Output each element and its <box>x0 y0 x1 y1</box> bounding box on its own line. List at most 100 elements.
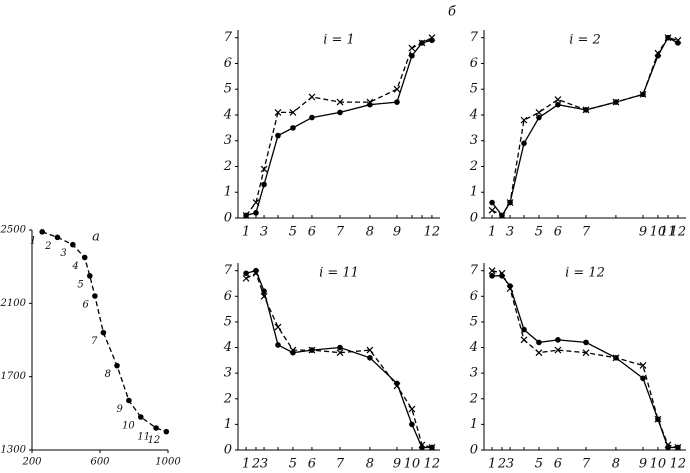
x-tick-label: 2 <box>497 457 506 472</box>
data-point <box>275 132 281 139</box>
y-tick-label: 5 <box>224 82 232 97</box>
point-label: 4 <box>71 261 78 272</box>
data-point <box>428 34 436 42</box>
data-point <box>498 269 506 277</box>
data-point <box>535 349 543 357</box>
y-tick-label: 1 <box>470 417 478 432</box>
x-tick-label: 5 <box>535 225 543 240</box>
y-tick-label: 0 <box>470 211 478 226</box>
x-tick-label: 600 <box>90 457 110 468</box>
y-tick-label: 3 <box>224 366 232 381</box>
data-point <box>488 206 496 214</box>
chart-title: i = 12 <box>565 266 605 281</box>
y-tick-label: 3 <box>470 366 478 381</box>
data-point <box>114 362 120 369</box>
y-tick-label: 1 <box>470 185 478 200</box>
data-point <box>612 354 620 362</box>
point-label: 2 <box>44 241 51 252</box>
y-tick-label: 6 <box>470 56 478 71</box>
series-line <box>245 269 432 449</box>
x-tick-label: 9 <box>393 225 401 240</box>
data-point <box>612 98 620 106</box>
y-tick-label: 4 <box>223 340 232 355</box>
data-point <box>535 108 543 116</box>
x-tick-label: 7 <box>582 225 591 240</box>
data-point <box>408 405 416 413</box>
x-tick-label: 8 <box>366 457 374 472</box>
point-label: 10 <box>122 421 135 432</box>
x-tick-label: 7 <box>336 225 345 240</box>
chart-title: i = 1 <box>323 33 355 48</box>
data-point <box>393 382 401 390</box>
data-point <box>393 85 401 93</box>
data-point <box>664 441 672 449</box>
data-point <box>252 199 260 206</box>
data-point <box>289 108 297 116</box>
x-tick-label: 6 <box>554 457 562 472</box>
data-point <box>163 428 170 435</box>
data-point <box>243 270 249 277</box>
x-tick-label: 10 <box>650 457 667 472</box>
data-point <box>336 98 344 106</box>
y-tick-label: 6 <box>470 289 478 304</box>
data-point <box>506 199 514 206</box>
data-point <box>39 229 45 235</box>
data-point <box>521 140 527 147</box>
point-label: 8 <box>105 369 111 380</box>
point-label: 1 <box>30 235 36 246</box>
data-point <box>337 109 343 116</box>
data-point <box>583 339 589 346</box>
data-point <box>126 397 132 404</box>
point-label: 12 <box>148 435 161 446</box>
x-tick-label: 6 <box>308 225 316 240</box>
data-point <box>654 49 662 57</box>
data-point <box>640 375 646 382</box>
y-tick-label: 1700 <box>1 371 27 382</box>
x-tick-label: 11 <box>660 225 677 240</box>
x-tick-label: 1 <box>242 457 250 472</box>
data-point <box>260 292 268 300</box>
x-tick-label: 1000 <box>155 457 181 468</box>
series-line <box>245 272 433 449</box>
data-point <box>367 354 373 361</box>
x-tick-label: 1 <box>488 225 496 240</box>
x-tick-label: 10 <box>650 225 667 240</box>
series-line <box>491 270 679 449</box>
data-point <box>260 165 268 173</box>
x-tick-label: 5 <box>289 225 297 240</box>
series-line <box>491 36 679 217</box>
y-tick-label: 7 <box>470 263 479 278</box>
y-tick-label: 0 <box>224 443 232 458</box>
point-label: 5 <box>77 279 83 290</box>
data-point <box>654 415 662 423</box>
data-point <box>418 39 426 47</box>
x-tick-label: 6 <box>308 457 316 472</box>
y-tick-label: 7 <box>224 30 233 45</box>
data-point <box>309 114 315 121</box>
data-point <box>521 326 527 333</box>
data-point <box>366 98 374 106</box>
data-point <box>252 269 260 277</box>
data-point <box>428 444 436 451</box>
series-line <box>492 275 678 449</box>
chart-title: i = 2 <box>569 33 601 48</box>
y-tick-label: 2 <box>223 159 232 174</box>
y-tick-label: 1 <box>224 185 232 200</box>
y-tick-label: 0 <box>470 443 478 458</box>
data-point <box>639 362 647 369</box>
y-tick-label: 1 <box>224 417 232 432</box>
x-tick-label: 12 <box>670 225 687 240</box>
point-label: 6 <box>83 300 90 311</box>
data-point <box>409 52 415 59</box>
y-tick-label: 2 <box>469 159 478 174</box>
x-tick-label: 7 <box>336 457 345 472</box>
x-tick-label: 2 <box>251 457 260 472</box>
x-tick-label: 7 <box>582 457 591 472</box>
x-tick-label: 10 <box>404 457 421 472</box>
data-point <box>674 36 682 44</box>
y-tick-label: 4 <box>469 340 478 355</box>
data-point <box>366 346 374 354</box>
y-tick-label: 7 <box>470 30 479 45</box>
y-tick-label: 3 <box>224 133 232 148</box>
data-point <box>153 425 159 431</box>
